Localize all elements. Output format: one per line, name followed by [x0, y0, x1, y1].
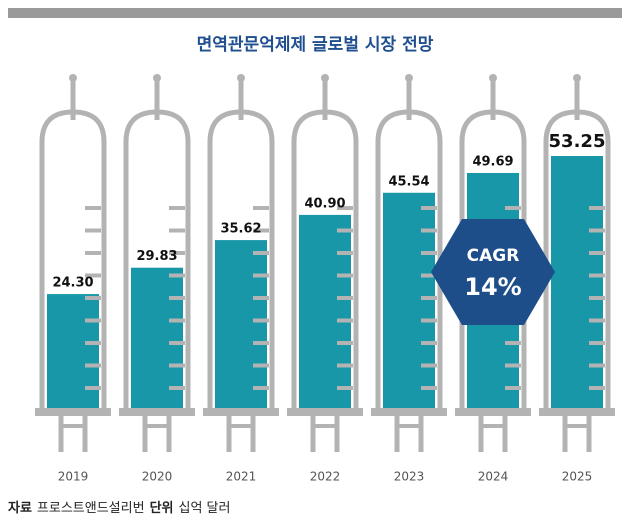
barrel — [39, 109, 107, 410]
value-label: 45.54 — [388, 174, 429, 189]
unit-text: 십억 달러 — [178, 501, 230, 516]
barrel — [543, 109, 611, 410]
x-tick-label: 2022 — [310, 470, 341, 484]
value-label: 35.62 — [220, 222, 261, 237]
flange — [287, 408, 363, 416]
source-line: 자료 프로스트앤드설리번 단위 십억 달러 — [8, 500, 230, 516]
flange — [119, 408, 195, 416]
barrel — [459, 109, 527, 410]
flange — [203, 408, 279, 416]
x-tick-label: 2019 — [58, 470, 89, 484]
bar — [47, 294, 99, 410]
source-text: 프로스트앤드설리번 — [37, 501, 145, 516]
unit-label: 단위 — [150, 500, 174, 516]
x-tick-label: 2025 — [562, 470, 593, 484]
flange — [539, 408, 615, 416]
x-tick-label: 2021 — [226, 470, 257, 484]
value-label: 53.25 — [549, 131, 606, 152]
bar — [215, 240, 267, 410]
x-tick-label: 2020 — [142, 470, 173, 484]
x-tick-label: 2024 — [478, 470, 509, 484]
bar — [551, 155, 603, 410]
bar — [299, 214, 351, 410]
flange — [35, 408, 111, 416]
barrel — [375, 109, 443, 410]
plot: 24.30 2019 29.83 2020 35.62 2021 40.90 2022 45.5… — [35, 74, 615, 484]
value-label: 29.83 — [136, 249, 177, 264]
value-label: 24.30 — [52, 276, 93, 291]
value-label: 49.69 — [472, 154, 513, 169]
value-label: 40.90 — [304, 196, 345, 211]
source: 자료 프로스트앤드설리번 단위 십억 달러 — [8, 500, 230, 516]
x-tick-label: 2023 — [394, 470, 425, 484]
chart-title: 면역관문억제제 글로벌 시장 전망 — [197, 35, 434, 55]
source-label: 자료 — [8, 501, 32, 516]
barrel — [291, 109, 359, 410]
top-bar — [8, 8, 622, 18]
barrel — [207, 109, 275, 410]
cagr-value: 14% — [464, 273, 521, 301]
flange — [455, 408, 531, 416]
barrel — [123, 109, 191, 410]
cagr-label: CAGR — [467, 246, 520, 266]
flange — [371, 408, 447, 416]
cagr-badge — [431, 219, 555, 325]
bar — [383, 192, 435, 410]
